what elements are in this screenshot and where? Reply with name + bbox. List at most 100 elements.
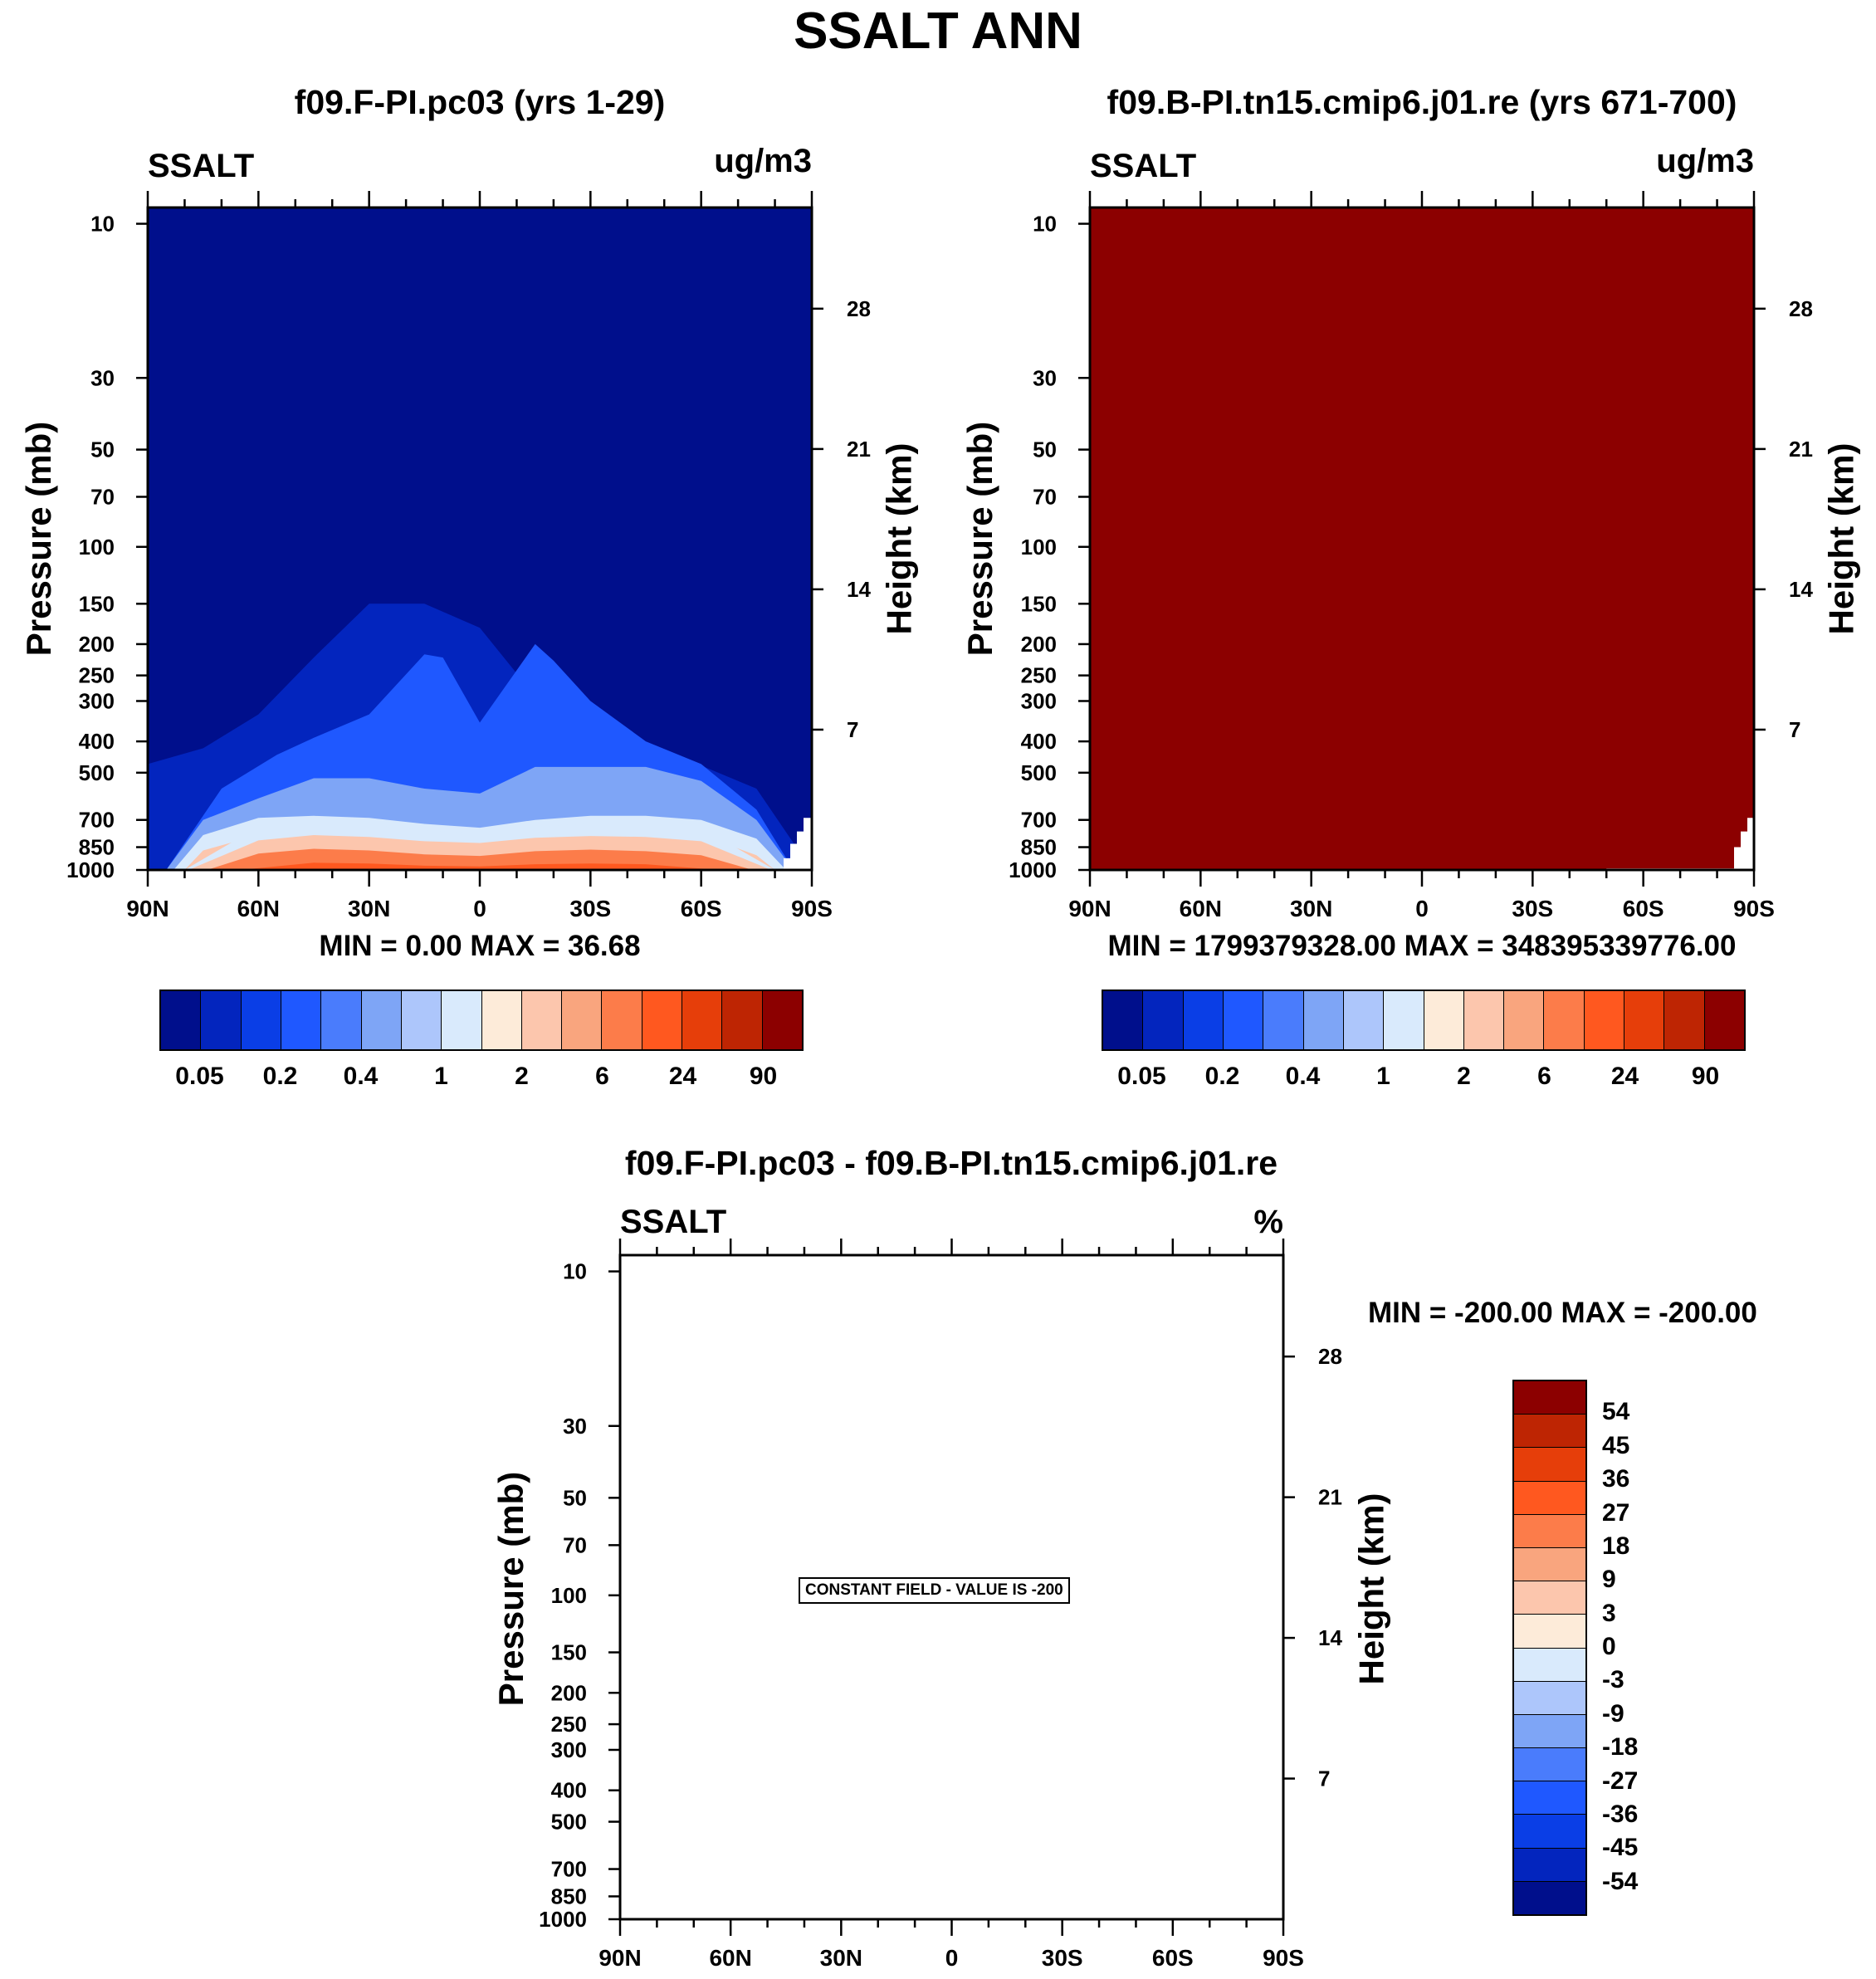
panel-1-y-tick-label: 1000 bbox=[66, 858, 115, 882]
panel-3-colorbar-swatch bbox=[1514, 1848, 1585, 1882]
panel-2-x-tick-label: 60N bbox=[1180, 896, 1222, 921]
panel-2-colorbar-label: 0.05 bbox=[1117, 1063, 1166, 1090]
panel-1-colorbar-swatch bbox=[201, 991, 242, 1049]
panel-1-x-tick-label: 30N bbox=[348, 896, 390, 921]
panel-2-x-tick-label: 60S bbox=[1623, 896, 1664, 921]
panel-1-colorbar-swatch bbox=[361, 991, 402, 1049]
panel-3-y-tick-label: 150 bbox=[551, 1640, 587, 1665]
panel-1-missing-data-region bbox=[784, 818, 812, 870]
panel-1-colorbar-swatch bbox=[321, 991, 362, 1049]
panel-1-colorbar-label: 2 bbox=[515, 1063, 529, 1090]
panel-1-colorbar-swatch bbox=[241, 991, 281, 1049]
panel-1-y-tick-label: 700 bbox=[79, 808, 115, 833]
panel-1-x-tick-label: 90N bbox=[126, 896, 169, 921]
panel-3-title: f09.F-PI.pc03 - f09.B-PI.tn15.cmip6.j01.… bbox=[624, 1144, 1278, 1182]
panel-2-y-tick-label: 200 bbox=[1021, 632, 1057, 657]
panel-2-colorbar-swatch bbox=[1624, 991, 1665, 1049]
panel-3-colorbar-label: -54 bbox=[1602, 1867, 1639, 1895]
panel-2-colorbar-swatch bbox=[1504, 991, 1545, 1049]
panel-1-colorbar-label: 24 bbox=[668, 1063, 697, 1090]
panel-3-colorbar-label: -9 bbox=[1602, 1699, 1624, 1727]
panel-3-colorbar-label: -3 bbox=[1602, 1666, 1624, 1694]
panel-1-y-tick-label: 70 bbox=[90, 484, 115, 509]
panel-3-colorbar-swatch bbox=[1514, 1547, 1585, 1582]
panel-3-colorbar bbox=[1512, 1380, 1587, 1916]
panel-3-y-tick-label: 500 bbox=[551, 1810, 587, 1835]
panel-3-height-axis-title: Height (km) bbox=[1351, 1493, 1391, 1685]
panel-2-y-tick-label: 850 bbox=[1021, 835, 1057, 860]
panel-1-colorbar-label: 0.05 bbox=[175, 1063, 224, 1090]
panel-3-colorbar-swatch bbox=[1514, 1481, 1585, 1515]
panel-2-colorbar-swatch bbox=[1263, 991, 1304, 1049]
panel-1-colorbar-swatch bbox=[682, 991, 723, 1049]
panel-3-x-tick-label: 60S bbox=[1152, 1945, 1194, 1971]
panel-2-colorbar-label: 0.2 bbox=[1204, 1063, 1240, 1090]
panel-2-colorbar bbox=[1102, 990, 1746, 1051]
panel-1-title: f09.F-PI.pc03 (yrs 1-29) bbox=[294, 83, 666, 121]
panel-3-y2-tick-label: 7 bbox=[1318, 1766, 1330, 1791]
panel-2-y2-tick-label: 14 bbox=[1789, 577, 1813, 602]
panel-1-colorbar-label: 0.2 bbox=[262, 1063, 298, 1090]
panel-2-colorbar-swatch bbox=[1103, 991, 1144, 1049]
panel-2-y-tick-label: 1000 bbox=[1009, 858, 1057, 882]
panel-2-colorbar-swatch bbox=[1343, 991, 1385, 1049]
panel-2-colorbar-label: 90 bbox=[1691, 1063, 1720, 1090]
panel-2-colorbar-label: 1 bbox=[1376, 1063, 1390, 1090]
panel-1-y-tick-label: 850 bbox=[79, 835, 115, 860]
panel-3-x-tick-label: 90N bbox=[598, 1945, 641, 1971]
panel-2-variable-label: SSALT bbox=[1090, 148, 1197, 184]
panel-2-colorbar-swatch bbox=[1544, 991, 1585, 1049]
panel-1-colorbar-swatch bbox=[722, 991, 763, 1049]
panel-3-colorbar-label: 36 bbox=[1602, 1465, 1630, 1493]
panel-2-colorbar-label: 2 bbox=[1457, 1063, 1471, 1090]
panel-1-variable-label: SSALT bbox=[148, 148, 255, 184]
panel-2-colorbar-label: 0.4 bbox=[1285, 1063, 1321, 1090]
panel-2-y-tick-label: 700 bbox=[1021, 808, 1057, 833]
panel-2-colorbar-label: 24 bbox=[1610, 1063, 1639, 1090]
panel-3-colorbar-label: -18 bbox=[1602, 1733, 1639, 1762]
panel-3-y-tick-label: 50 bbox=[563, 1485, 587, 1510]
panel-1-colorbar-label: 0.4 bbox=[343, 1063, 379, 1090]
panel-1-y2-tick-label: 21 bbox=[847, 437, 871, 462]
panel-1-y-tick-label: 100 bbox=[79, 535, 115, 559]
panel-1-y2-tick-label: 28 bbox=[847, 296, 871, 321]
panel-3-colorbar-swatch bbox=[1514, 1381, 1585, 1415]
panel-2-colorbar-swatch bbox=[1223, 991, 1264, 1049]
panel-2-x-tick-label: 90N bbox=[1068, 896, 1111, 921]
panel-1-y2-tick-label: 7 bbox=[847, 717, 858, 742]
panel-1-colorbar-swatch bbox=[281, 991, 322, 1049]
main-title: SSALT ANN bbox=[794, 2, 1082, 60]
panel-3-colorbar-swatch bbox=[1514, 1648, 1585, 1682]
panel-3-y-tick-label: 400 bbox=[551, 1778, 587, 1803]
panel-1-colorbar-swatch bbox=[481, 991, 522, 1049]
panel-3-colorbar-label: 3 bbox=[1602, 1599, 1616, 1627]
panel-1-x-tick-label: 90S bbox=[791, 896, 833, 921]
panel-1-y-tick-label: 400 bbox=[79, 729, 115, 754]
panel-2-title: f09.B-PI.tn15.cmip6.j01.re (yrs 671-700) bbox=[1107, 83, 1737, 121]
panel-1-y-tick-label: 200 bbox=[79, 632, 115, 657]
panel-3-y-tick-label: 30 bbox=[563, 1414, 587, 1439]
panel-3-colorbar-label: 0 bbox=[1602, 1633, 1616, 1660]
panel-3-colorbar-swatch bbox=[1514, 1681, 1585, 1715]
panel-3-y-tick-label: 200 bbox=[551, 1680, 587, 1705]
panel-2-colorbar-label: 6 bbox=[1537, 1063, 1551, 1090]
panel-1-y-tick-label: 500 bbox=[79, 760, 115, 785]
panel-2-colorbar-swatch bbox=[1384, 991, 1424, 1049]
panel-3-colorbar-swatch bbox=[1514, 1781, 1585, 1815]
panel-2-x-tick-label: 30N bbox=[1290, 896, 1332, 921]
panel-2-y-tick-label: 300 bbox=[1021, 688, 1057, 713]
panel-2-colorbar-swatch bbox=[1424, 991, 1464, 1049]
panel-3-y-tick-label: 700 bbox=[551, 1857, 587, 1882]
panel-3-y-tick-label: 300 bbox=[551, 1737, 587, 1762]
panel-3-colorbar-swatch bbox=[1514, 1815, 1585, 1849]
panel-3-colorbar-swatch bbox=[1514, 1448, 1585, 1482]
panel-3-units-label: % bbox=[1253, 1204, 1283, 1240]
panel-3-colorbar-swatch bbox=[1514, 1415, 1585, 1449]
panel-1-colorbar-swatch bbox=[562, 991, 603, 1049]
panel-3-x-tick-label: 0 bbox=[945, 1945, 959, 1971]
panel-3-colorbar-label: 18 bbox=[1602, 1532, 1630, 1560]
panel-1-minmax: MIN = 0.00 MAX = 36.68 bbox=[319, 930, 641, 962]
panel-1-colorbar-swatch bbox=[161, 991, 202, 1049]
panel-2-y-tick-label: 10 bbox=[1033, 212, 1057, 237]
